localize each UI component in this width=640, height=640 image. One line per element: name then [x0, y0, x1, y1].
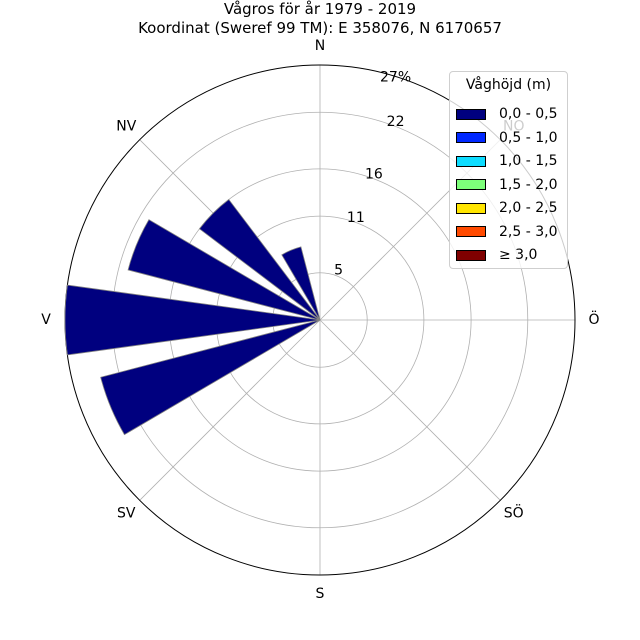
radial-max-label: 27% — [380, 69, 411, 85]
legend-label: 1,0 - 1,5 — [499, 153, 558, 169]
bar-wedge — [281, 246, 321, 321]
bar-wedge — [64, 284, 321, 356]
radial-tick-label: 22 — [387, 114, 405, 130]
chart-subtitle: Koordinat (Sweref 99 TM): E 358076, N 61… — [138, 19, 502, 37]
legend-label: 0,5 - 1,0 — [499, 129, 558, 146]
legend: Våghöjd (m) 0,0 - 0,5 0,5 - 1,0 1,0 - 1,5 1… — [449, 71, 568, 269]
chart-title: Vågros för år 1979 - 2019 — [223, 0, 417, 18]
legend-item: 2,0 - 2,5 — [456, 199, 557, 217]
radial-tick-label: 11 — [347, 210, 365, 226]
bar-wedge — [100, 319, 321, 436]
legend-swatch — [456, 179, 486, 190]
radial-tick-label: 5 — [334, 262, 343, 278]
direction-label: S — [316, 586, 325, 602]
spoke-line — [139, 319, 321, 501]
spoke-line — [319, 319, 501, 501]
direction-label: N — [315, 38, 325, 54]
bar-wedge — [198, 198, 321, 321]
legend-swatch — [456, 108, 486, 120]
legend-item: ≥ 3,0 — [456, 246, 537, 264]
direction-label: Ö — [588, 310, 599, 328]
legend-item: 0,5 - 1,0 — [456, 129, 557, 147]
bars — [64, 198, 321, 436]
legend-swatch — [456, 155, 486, 167]
legend-label: 2,0 - 2,5 — [499, 200, 558, 216]
legend-item: 1,0 - 1,5 — [456, 152, 557, 170]
legend-title: Våghöjd (m) — [465, 77, 552, 93]
legend-swatch — [456, 132, 486, 143]
legend-swatch — [456, 249, 486, 261]
direction-label: SÖ — [504, 504, 524, 522]
direction-label: NV — [116, 118, 136, 134]
legend-item: 1,5 - 2,0 — [456, 176, 557, 194]
direction-label: V — [41, 312, 51, 328]
radial-tick-label: 16 — [365, 166, 383, 182]
legend-label: 2,5 - 3,0 — [499, 223, 558, 240]
direction-label: SV — [117, 506, 136, 522]
legend-item: 2,5 - 3,0 — [456, 223, 557, 241]
legend-label: 0,0 - 0,5 — [499, 106, 558, 122]
legend-swatch — [456, 226, 486, 237]
bar-wedge — [127, 219, 321, 321]
legend-swatch — [456, 202, 486, 214]
legend-label: 1,5 - 2,0 — [499, 176, 558, 193]
legend-label: ≥ 3,0 — [499, 247, 538, 263]
legend-item: 0,0 - 0,5 — [456, 105, 557, 123]
